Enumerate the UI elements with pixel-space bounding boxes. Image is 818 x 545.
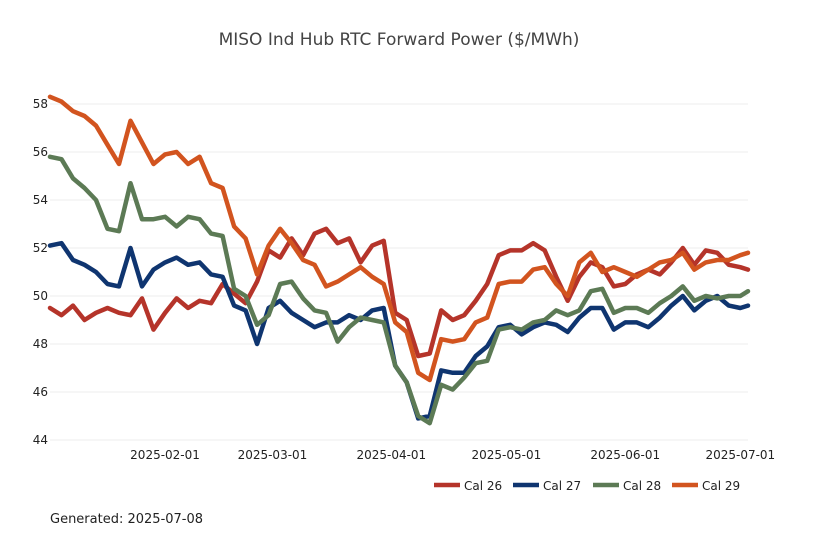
legend-label: Cal 28 [623, 479, 661, 493]
y-tick-label: 44 [33, 433, 48, 447]
legend-item: Cal 28 [593, 479, 661, 493]
y-tick-label: 56 [33, 145, 48, 159]
x-tick-label: 2025-05-01 [472, 448, 542, 462]
chart-title: MISO Ind Hub RTC Forward Power ($/MWh) [219, 30, 580, 50]
x-axis-ticks: 2025-02-01 2025-03-01 2025-04-01 2025-05-01… [130, 448, 775, 462]
x-tick-label: 2025-07-01 [705, 448, 775, 462]
y-tick-label: 48 [33, 337, 48, 351]
y-tick-label: 52 [33, 241, 48, 255]
series-line-cal-28 [47, 154, 751, 426]
generated-footer: Generated: 2025-07-08 [50, 512, 204, 527]
series-line-cal-29 [47, 94, 751, 383]
series-lines [47, 94, 751, 426]
y-axis-ticks: 44 46 48 50 52 54 56 58 [33, 97, 48, 447]
legend-label: Cal 27 [543, 479, 581, 493]
legend: Cal 26 Cal 27 Cal 28 Cal 29 [434, 479, 740, 493]
y-tick-label: 50 [33, 289, 48, 303]
y-tick-label: 46 [33, 385, 48, 399]
y-tick-label: 58 [33, 97, 48, 111]
legend-item: Cal 27 [513, 479, 581, 493]
y-tick-label: 54 [33, 193, 48, 207]
legend-item: Cal 29 [672, 479, 740, 493]
legend-item: Cal 26 [434, 479, 502, 493]
x-tick-label: 2025-04-01 [356, 448, 426, 462]
legend-label: Cal 29 [702, 479, 740, 493]
x-tick-label: 2025-02-01 [130, 448, 200, 462]
legend-label: Cal 26 [464, 479, 502, 493]
x-tick-label: 2025-06-01 [590, 448, 660, 462]
x-tick-label: 2025-03-01 [238, 448, 308, 462]
